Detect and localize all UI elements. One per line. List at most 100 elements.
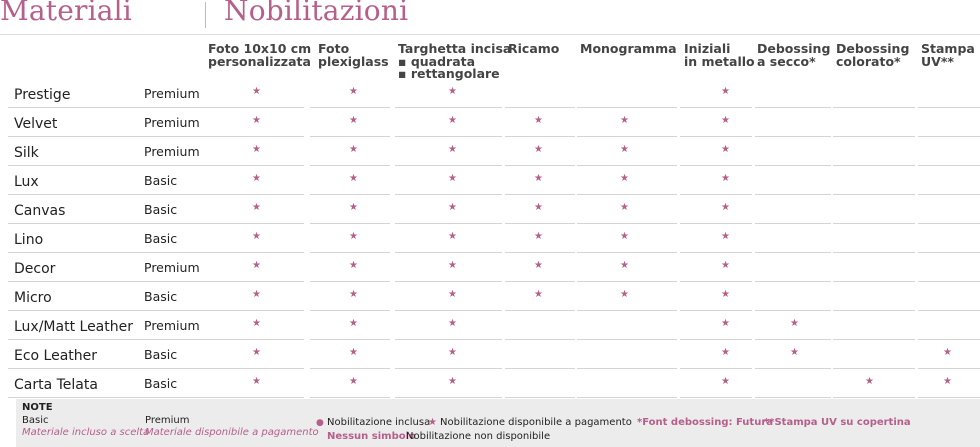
column-header: Debossing a secco* — [757, 42, 830, 68]
column-header-line: colorato* — [836, 53, 901, 69]
legend-included: Nobilitazione inclusa — [327, 417, 431, 428]
table-cell — [833, 168, 915, 197]
table-cell — [198, 342, 304, 371]
table-cell — [577, 284, 677, 313]
column-header-line: plexiglass — [318, 53, 389, 69]
table-cell — [833, 255, 915, 284]
star-icon: ★ — [252, 289, 261, 300]
row-divider — [8, 252, 199, 253]
star-icon: ★ — [620, 202, 629, 213]
table-cell — [833, 284, 915, 313]
table-cell — [918, 371, 980, 400]
row-divider — [8, 310, 199, 311]
column-header: Targhetta incisa ▪ quadrata ▪ rettangolare — [398, 41, 512, 81]
table-cell — [505, 110, 575, 139]
table-cell — [755, 81, 831, 110]
material-category: Basic — [144, 202, 178, 217]
table-row: Silk Premium ★ ★ ★ ★ ★ ★ — [0, 139, 980, 168]
star-icon: ★ — [349, 347, 358, 358]
table-row: Lux Basic ★ ★ ★ ★ ★ ★ — [0, 168, 980, 197]
table-cell — [395, 255, 502, 284]
table-cell — [577, 313, 677, 342]
header-rule — [0, 34, 980, 35]
column-header-line: Stampa — [921, 41, 975, 56]
column-header: Ricamo — [508, 41, 560, 56]
table-cell — [395, 342, 502, 371]
table-cell — [198, 226, 304, 255]
basic-description: Materiale incluso a scelta — [22, 427, 150, 438]
star-icon: ★ — [252, 173, 261, 184]
row-divider — [8, 368, 199, 369]
star-icon: ★ — [349, 202, 358, 213]
column-header: Foto plexiglass — [318, 42, 389, 69]
star-icon: ★ — [721, 376, 730, 387]
star-icon: ★ — [721, 202, 730, 213]
table-cell — [680, 168, 752, 197]
column-header-line: ▪ quadrata — [398, 53, 476, 69]
row-divider — [8, 339, 199, 340]
star-icon: ★ — [448, 173, 457, 184]
table-cell — [577, 255, 677, 284]
materials-title: Materiali — [0, 0, 132, 27]
table-cell — [198, 255, 304, 284]
column-header-line: in metallo — [684, 53, 755, 69]
table-cell — [680, 197, 752, 226]
star-icon: ★ — [721, 231, 730, 242]
notes-title: NOTE — [22, 402, 53, 413]
table-cell — [680, 284, 752, 313]
material-name: Prestige — [14, 87, 71, 103]
table-cell — [395, 197, 502, 226]
column-header: Stampa UV** — [921, 41, 975, 68]
material-name: Lux/Matt Leather — [14, 319, 133, 335]
dot-icon: ● — [316, 418, 324, 428]
column-header-line: Targhetta incisa — [398, 41, 512, 56]
column-header-line: Iniziali — [684, 41, 731, 56]
table-cell — [833, 371, 915, 400]
star-icon: ★ — [349, 260, 358, 271]
star-icon: ★ — [721, 318, 730, 329]
legend-none-label: Nessun simbolo — [327, 431, 416, 442]
table-cell — [198, 81, 304, 110]
table-cell — [918, 139, 980, 168]
material-category: Premium — [144, 86, 200, 101]
table-row: Canvas Basic ★ ★ ★ ★ ★ ★ — [0, 197, 980, 226]
column-header-line: Monogramma — [580, 41, 677, 56]
finishes-title: Nobilitazioni — [224, 0, 409, 27]
material-name: Carta Telata — [14, 377, 98, 393]
table-cell — [577, 226, 677, 255]
star-icon: ★ — [252, 115, 261, 126]
material-category: Premium — [144, 144, 200, 159]
table-cell — [310, 226, 390, 255]
premium-label: Premium — [145, 415, 190, 426]
star-icon: ★ — [349, 115, 358, 126]
table-cell — [918, 110, 980, 139]
star-icon: ★ — [448, 289, 457, 300]
table-cell — [505, 284, 575, 313]
table-cell — [395, 139, 502, 168]
table-cell — [198, 284, 304, 313]
table-cell — [833, 81, 915, 110]
table-cell — [198, 110, 304, 139]
star-icon: ★ — [349, 318, 358, 329]
star-icon: ★ — [721, 289, 730, 300]
table-row: Lino Basic ★ ★ ★ ★ ★ ★ — [0, 226, 980, 255]
basic-label: Basic — [22, 415, 49, 426]
star-icon: ★ — [721, 260, 730, 271]
table-cell — [577, 81, 677, 110]
table-cell — [918, 255, 980, 284]
table-cell — [918, 168, 980, 197]
table-cell — [918, 197, 980, 226]
star-icon: ★ — [349, 376, 358, 387]
star-icon: ★ — [721, 347, 730, 358]
material-category: Basic — [144, 376, 178, 391]
material-name: Decor — [14, 261, 56, 277]
row-divider — [8, 281, 199, 282]
star-icon: ★ — [252, 376, 261, 387]
star-icon: ★ — [790, 318, 799, 329]
star-icon: ★ — [252, 231, 261, 242]
column-header-line: Ricamo — [508, 41, 560, 56]
star-icon: ★ — [534, 202, 543, 213]
table-cell — [755, 226, 831, 255]
star-icon: ★ — [448, 260, 457, 271]
notes-panel: NOTE Basic Materiale incluso a scelta Pr… — [16, 399, 980, 447]
